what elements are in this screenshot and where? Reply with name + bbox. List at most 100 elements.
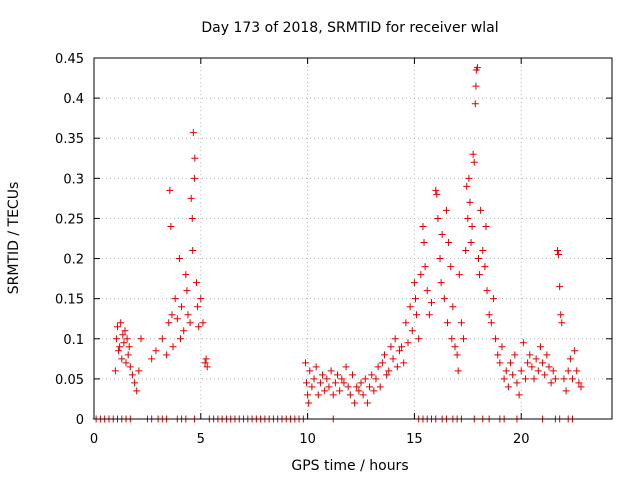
data-point [528,363,536,371]
data-point [415,335,423,343]
data-point [448,335,456,343]
data-point [121,327,129,335]
data-point [410,279,418,287]
data-point [521,375,529,383]
data-point [193,279,201,287]
data-point [190,174,198,182]
data-point [374,363,382,371]
data-point [438,230,446,238]
data-point [442,206,450,214]
y-tick-label: 0.2 [63,253,84,268]
data-point [485,311,493,319]
data-point [447,263,455,271]
data-point [202,355,210,363]
data-point [124,351,132,359]
x-tick-label: 20 [513,432,530,447]
data-point [507,359,515,367]
data-point [440,295,448,303]
data-point [173,315,181,323]
data-point [338,375,346,383]
data-point [304,391,312,399]
data-point [556,283,564,291]
data-point [436,255,444,263]
data-point [500,375,508,383]
data-point [113,323,121,331]
data-point [555,251,563,259]
data-point [398,343,406,351]
data-point [568,375,576,383]
data-point [549,367,557,375]
y-tick-label: 0.05 [55,373,84,388]
data-point [543,351,551,359]
data-point [473,64,481,72]
data-point [437,279,445,287]
data-point [336,387,344,395]
data-point [391,335,399,343]
data-point [411,295,419,303]
data-point [551,375,559,383]
data-point [420,239,428,247]
y-axis-label: SRMTID / TECUs [6,182,22,295]
data-point [573,367,581,375]
data-point [303,379,311,387]
data-point [323,375,331,383]
data-point [321,387,329,395]
data-point [370,387,378,395]
data-point [378,359,386,367]
data-point [406,303,414,311]
data-point [385,367,393,375]
data-point [119,331,127,339]
y-tick-label: 0.35 [55,132,84,147]
data-point [331,379,339,387]
y-tick-label: 0.25 [55,212,84,227]
data-point [182,271,190,279]
data-point [112,335,120,343]
data-point [115,347,123,355]
y-tick-label: 0.3 [63,172,84,187]
data-point [468,222,476,230]
data-point [545,363,553,371]
data-point [511,351,519,359]
y-tick-label: 0.1 [63,333,84,348]
data-point [451,343,459,351]
data-point [487,319,495,327]
data-point [476,271,484,279]
data-point [120,339,128,347]
data-point [566,355,574,363]
data-point [126,363,134,371]
data-point [359,391,367,399]
y-tick-label: 0.45 [55,52,84,67]
data-point [577,383,585,391]
data-point [186,319,194,327]
data-point [325,383,333,391]
data-point [135,367,143,375]
data-point [312,363,320,371]
data-point [344,383,352,391]
data-point [562,387,570,395]
data-point [402,319,410,327]
data-point [319,371,327,379]
x-tick-label: 15 [406,432,423,447]
data-point [184,311,192,319]
data-point [116,343,124,351]
data-point [342,363,350,371]
x-tick-label: 10 [299,432,316,447]
data-point [357,379,365,387]
data-point [557,311,565,319]
data-point [187,194,195,202]
data-point [400,359,408,367]
data-point [558,319,566,327]
data-point [340,379,348,387]
data-point [189,247,197,255]
data-point [137,335,145,343]
data-point [128,371,136,379]
data-point [419,222,427,230]
data-point [421,263,429,271]
data-point [363,399,371,407]
data-point [417,271,425,279]
data-point [575,379,583,387]
data-point [122,359,130,367]
data-point [133,387,141,395]
data-point [165,319,173,327]
grid [94,58,612,419]
